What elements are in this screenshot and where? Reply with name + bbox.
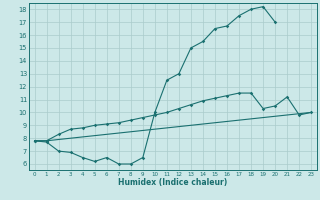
X-axis label: Humidex (Indice chaleur): Humidex (Indice chaleur) bbox=[118, 178, 228, 187]
